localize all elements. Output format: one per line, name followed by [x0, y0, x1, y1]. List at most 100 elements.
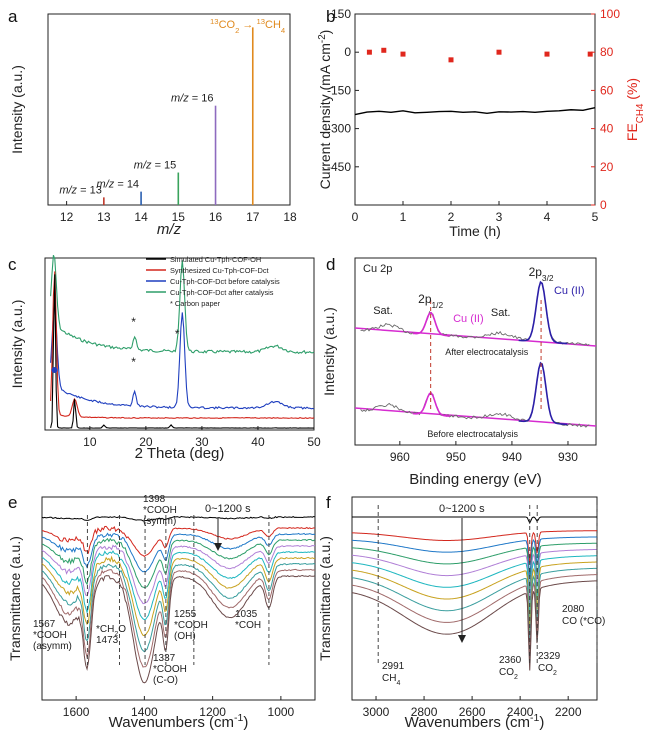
- plot-frame: [41, 496, 316, 701]
- x-tick-label: 30: [195, 435, 209, 449]
- label-after: After electrocatalysis: [445, 347, 529, 357]
- legend-label: Simulated Cu-Tph-COF-OH: [170, 255, 261, 264]
- spectrum-e-0: [41, 515, 316, 522]
- y-tick-label: -300: [327, 122, 351, 136]
- x-tick-label: 1200: [199, 705, 226, 719]
- band-annotation: 1567: [33, 619, 56, 630]
- panel-c: 10 20 30 40 50 * * * Simulated Cu-Tph-COF-OH Synt…: [9, 254, 321, 462]
- carbon-paper-star: *: [131, 315, 136, 329]
- fit-cu2p32-before: [518, 361, 568, 426]
- panel-letter-d: d: [326, 255, 335, 274]
- carbon-paper-star: *: [131, 355, 136, 369]
- legend-label: Synthesized Cu-Tph-COF-Dct: [170, 266, 269, 275]
- x-tick-label: 2800: [411, 705, 438, 719]
- y-tick-label: -450: [327, 160, 351, 174]
- panel-letter-c: c: [8, 255, 17, 274]
- panel-letter-a: a: [8, 7, 18, 26]
- legend-note: * Carbon paper: [170, 299, 221, 308]
- x-axis-title: Time (h): [449, 223, 501, 239]
- band-annotation: *COOH: [143, 505, 177, 516]
- y-right-tick-label: 100: [600, 7, 620, 21]
- legend-label: Cu-Tph-COF-Dct after catalysis: [170, 288, 274, 297]
- spectrum-f-4: [351, 548, 598, 604]
- y-axis-title: Intensity (a.u.): [321, 307, 337, 396]
- band-annotation: 2080: [562, 604, 585, 615]
- fe-point: [496, 49, 502, 55]
- label-2p12: 2p1/2: [418, 292, 443, 310]
- fit-cu2p12-after: [412, 311, 450, 337]
- peak-label: m/z = 16: [171, 93, 214, 105]
- band-annotation: (OH): [174, 631, 196, 642]
- peak-label: m/z = 14: [97, 179, 140, 191]
- x-tick-label: 1: [400, 210, 407, 224]
- spectrum-f-7: [351, 567, 598, 644]
- x-tick-label: 2: [448, 210, 455, 224]
- spectrum-e-7: [41, 562, 316, 653]
- band-annotation: CO (*CO): [562, 616, 605, 627]
- y-right-axis-title: FECH4 (%): [624, 78, 646, 141]
- panel-letter-b: b: [326, 7, 335, 26]
- x-tick-label: 16: [209, 210, 223, 224]
- spectrum-f-2: [351, 536, 598, 578]
- plot-frame: [354, 257, 597, 446]
- x-tick-label: 2400: [507, 705, 534, 719]
- y-tick-label: 0: [344, 45, 351, 59]
- fe-point: [587, 51, 593, 57]
- y-right-tick-label: 80: [600, 45, 614, 59]
- curve-before-catalysis: [50, 305, 315, 410]
- y-right-tick-label: 40: [600, 122, 614, 136]
- peak-label: m/z = 15: [134, 160, 177, 172]
- x-tick-label: 12: [60, 210, 74, 224]
- spectrum-f-6: [351, 561, 598, 631]
- panel-title: Cu 2p: [363, 263, 392, 275]
- y-axis-title: Intensity (a.u.): [9, 300, 25, 389]
- x-tick-label: 940: [502, 450, 522, 464]
- x-tick-label: 4: [544, 210, 551, 224]
- x-tick-label: 50: [307, 435, 321, 449]
- blue-dot: [51, 367, 58, 373]
- spectrum-f-1: [351, 530, 598, 564]
- time-label: 0~1200 s: [439, 503, 485, 515]
- current-density-line: [354, 107, 596, 116]
- label-before: Before electrocatalysis: [427, 429, 518, 439]
- panel-letter-e: e: [8, 493, 17, 512]
- label-cu2-blue: Cu (II): [554, 285, 585, 297]
- x-tick-label: 2600: [459, 705, 486, 719]
- x-axis-title: m/z: [157, 221, 182, 238]
- band-annotation: 2991: [382, 661, 405, 672]
- label-sat2: Sat.: [491, 307, 511, 319]
- x-tick-label: 40: [251, 435, 265, 449]
- plot-frame: [44, 257, 315, 431]
- band-annotation: CH4: [382, 673, 400, 687]
- x-tick-label: 950: [446, 450, 466, 464]
- y-axis-title: Transmittance (a.u.): [7, 536, 23, 661]
- x-axis-title: Wavenumbers (cm-1): [405, 712, 545, 731]
- x-tick-label: 2200: [555, 705, 582, 719]
- reaction-annotation: 13CO2 → 13CH4: [210, 17, 286, 35]
- band-annotation: CO2: [499, 667, 518, 681]
- label-cu2-pink: Cu (II): [453, 313, 484, 325]
- band-annotation: 2360: [499, 655, 522, 666]
- band-annotation: *COOH: [153, 664, 187, 675]
- time-label: 0~1200 s: [205, 503, 251, 515]
- band-annotation: *COOH: [33, 630, 67, 641]
- x-tick-label: 1000: [268, 705, 295, 719]
- x-tick-label: 0: [352, 210, 359, 224]
- peak-label: m/z = 13: [59, 184, 102, 196]
- y-axis-title: Transmittance (a.u.): [317, 536, 333, 661]
- carbon-paper-star: *: [175, 327, 180, 341]
- label-sat1: Sat.: [373, 305, 393, 317]
- x-tick-label: 1600: [63, 705, 90, 719]
- band-annotation: 1398: [143, 494, 166, 505]
- band-annotation: (asymm): [33, 641, 72, 652]
- fit-cu2p32-after: [518, 280, 568, 345]
- x-tick-label: 3000: [363, 705, 390, 719]
- x-tick-label: 13: [97, 210, 111, 224]
- x-tick-label: 960: [390, 450, 410, 464]
- curve-after-catalysis: [50, 254, 315, 355]
- y-axis-title: Current density (mA cm-2): [317, 30, 334, 190]
- fe-point: [381, 47, 387, 53]
